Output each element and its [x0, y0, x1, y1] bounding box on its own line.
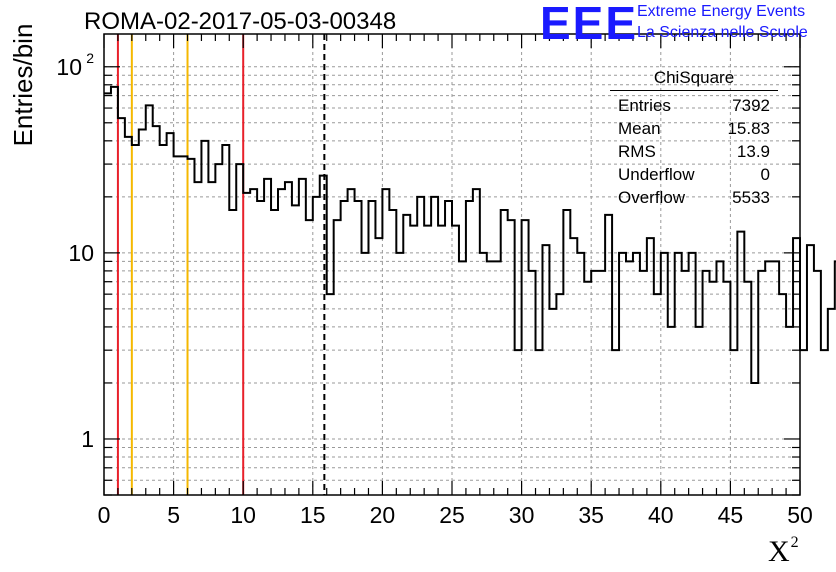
x-tick-label: 35: [578, 502, 604, 528]
marker-lines: [116, 34, 326, 495]
x-tick-label: 0: [98, 502, 111, 528]
stats-row: Overflow 5533: [610, 186, 778, 209]
stats-value: 0: [760, 165, 770, 184]
stats-row: Entries 7392: [610, 94, 778, 117]
eee-logo: EEE: [540, 0, 639, 49]
y-tick-label: 10: [68, 240, 94, 266]
x-tick-label: 5: [167, 502, 180, 528]
y-tick-label-superscript: 2: [86, 50, 94, 66]
x-axis-label-base: X: [768, 535, 790, 568]
x-tick-label: 10: [230, 502, 256, 528]
stats-value: 13.9: [736, 142, 770, 161]
x-tick-label: 25: [439, 502, 465, 528]
stats-label: Entries: [618, 96, 671, 115]
stats-row: Underflow 0: [610, 163, 778, 186]
stats-label: Mean: [618, 119, 661, 138]
x-tick-label: 50: [787, 502, 813, 528]
grid-lines: [104, 34, 800, 495]
axis-ticks: [103, 34, 801, 496]
stats-row: RMS 13.9: [610, 140, 778, 163]
y-tick-label: 1: [81, 426, 94, 452]
stats-value: 5533: [732, 188, 770, 207]
x-tick-label: 40: [648, 502, 674, 528]
x-tick-label: 15: [300, 502, 326, 528]
y-tick-label: 10: [56, 54, 82, 80]
y-axis-label: Entries/bin: [8, 23, 38, 147]
stats-box: ChiSquare Entries 7392 Mean 15.83 RMS 13.9 …: [610, 68, 778, 209]
chart-title: ROMA-02-2017-05-03-00348: [84, 8, 397, 35]
brand-line-2: La Scienza nelle Scuole: [637, 24, 808, 41]
x-axis-label-superscript: 2: [790, 534, 799, 551]
stats-label: RMS: [618, 142, 656, 161]
stats-value: 7392: [732, 96, 770, 115]
x-tick-label: 30: [509, 502, 535, 528]
stats-label: Overflow: [618, 188, 686, 207]
stats-value: 15.83: [727, 119, 770, 138]
x-tick-label: 45: [718, 502, 744, 528]
x-axis-label: X2: [768, 534, 799, 569]
x-tick-labels: 0 5 10 15 20 25 30 35 40 45 50: [98, 502, 813, 528]
stats-label: Underflow: [618, 165, 695, 184]
brand-line-1: Extreme Energy Events: [637, 3, 806, 20]
stats-box-title: ChiSquare: [610, 68, 778, 91]
stats-row: Mean 15.83: [610, 117, 778, 140]
histogram-line: [104, 85, 836, 384]
x-tick-label: 20: [370, 502, 396, 528]
